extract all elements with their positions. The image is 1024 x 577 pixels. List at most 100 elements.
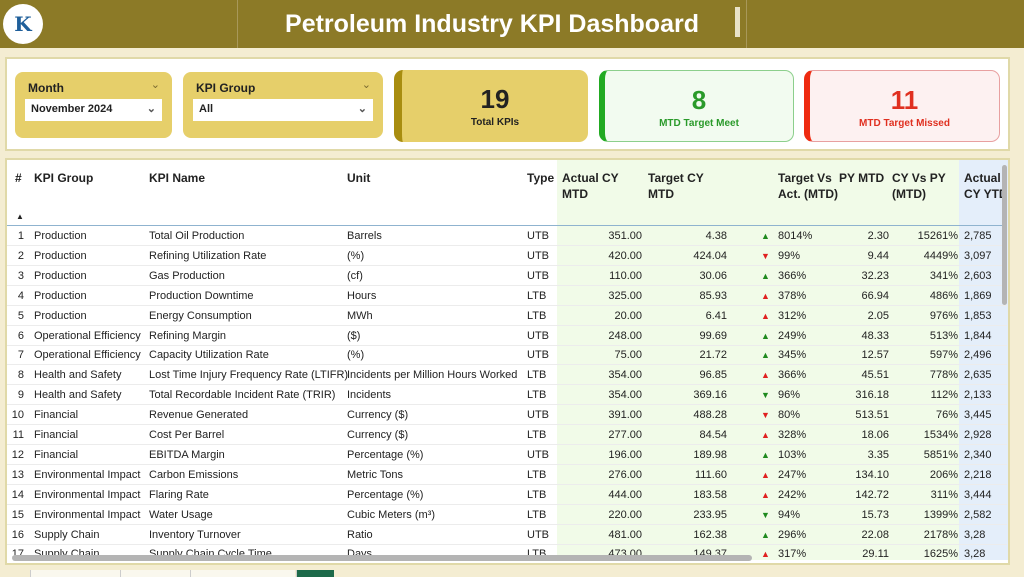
actual-cy-ytd: 3,097 xyxy=(964,249,992,262)
column-header[interactable]: Actual CY YTD xyxy=(964,171,1008,201)
target-vs-act: 249% xyxy=(778,329,807,342)
kpi-group-dropdown[interactable]: All ⌄ xyxy=(193,99,373,121)
arrow-up-icon: ▲ xyxy=(761,469,770,480)
page-tab[interactable] xyxy=(120,570,190,577)
column-header[interactable]: Actual CY MTD xyxy=(562,171,619,201)
target-cy-mtd: 369.16 xyxy=(693,389,727,402)
table-row[interactable]: 11 Financial Cost Per Barrel Currency ($) LT… xyxy=(7,425,1007,445)
column-header[interactable]: KPI Name xyxy=(149,171,206,185)
kpi-name: Refining Utilization Rate xyxy=(149,249,267,262)
kpi-group: Environmental Impact xyxy=(34,488,141,501)
kpi-name: Total Oil Production xyxy=(149,230,245,242)
arrow-up-icon: ▲ xyxy=(761,449,770,460)
kpi-group: Supply Chain xyxy=(34,528,100,541)
target-vs-act: 366% xyxy=(778,369,807,382)
column-header[interactable]: # xyxy=(15,171,22,185)
row-number: 10 xyxy=(11,409,24,422)
cy-vs-py: 1399% xyxy=(923,508,958,521)
cy-vs-py: 341% xyxy=(929,269,958,282)
page-tab[interactable] xyxy=(30,570,120,577)
column-header[interactable]: Unit xyxy=(347,171,371,185)
target-cy-mtd: 183.58 xyxy=(693,488,727,501)
kpi-table: # KPI Group KPI Name Unit Type Actual CY MTD T… xyxy=(5,158,1010,565)
page-tab-active[interactable] xyxy=(296,570,334,577)
unit: Percentage (%) xyxy=(347,448,424,461)
vertical-scrollbar[interactable] xyxy=(1002,165,1007,305)
table-row[interactable]: 14 Environmental Impact Flaring Rate Percen… xyxy=(7,485,1007,505)
target-cy-mtd: 162.38 xyxy=(693,528,727,541)
table-row[interactable]: 12 Financial EBITDA Margin Percentage (%) UT… xyxy=(7,445,1007,465)
kpi-name: Total Recordable Incident Rate (TRIR) xyxy=(149,389,336,402)
kpi-group: Environmental Impact xyxy=(34,468,141,481)
py-mtd: 66.94 xyxy=(861,289,889,302)
table-row[interactable]: 10 Financial Revenue Generated Currency ($)… xyxy=(7,405,1007,426)
py-mtd: 18.06 xyxy=(861,429,889,441)
table-row[interactable]: 3 Production Gas Production (cf) UTB 110.00 3… xyxy=(7,266,1007,286)
unit: Incidents xyxy=(347,389,392,402)
py-mtd: 3.35 xyxy=(867,448,889,461)
cy-vs-py: 4449% xyxy=(923,249,958,262)
page-tab[interactable] xyxy=(190,570,295,577)
arrow-down-icon: ▼ xyxy=(761,390,770,401)
actual-cy-ytd: 2,635 xyxy=(964,369,992,382)
kpi-name: Lost Time Injury Frequency Rate (LTIFR) xyxy=(149,369,349,382)
table-row[interactable]: 9 Health and Safety Total Recordable Incid… xyxy=(7,385,1007,406)
type: UTB xyxy=(527,528,549,541)
column-header[interactable]: Target CY MTD xyxy=(648,171,704,201)
horizontal-scrollbar[interactable] xyxy=(12,555,752,561)
py-mtd: 15.73 xyxy=(861,508,889,521)
target-vs-act: 96% xyxy=(778,389,801,402)
month-label: Month xyxy=(28,81,64,95)
unit: ($) xyxy=(347,329,361,342)
month-dropdown[interactable]: November 2024 ⌄ xyxy=(25,99,162,121)
type: UTB xyxy=(527,269,549,282)
column-header[interactable]: PY MTD xyxy=(839,171,885,185)
target-cy-mtd: 84.54 xyxy=(699,429,727,441)
arrow-up-icon: ▲ xyxy=(761,310,770,321)
table-row[interactable]: 16 Supply Chain Inventory Turnover Ratio UTB… xyxy=(7,525,1007,545)
kpi-name: Water Usage xyxy=(149,508,213,521)
total-kpis-card: 19 Total KPIs xyxy=(394,70,588,142)
table-row[interactable]: 7 Operational Efficiency Capacity Utilizat… xyxy=(7,345,1007,366)
kpi-group-slicer: KPI Group ⌄ All ⌄ xyxy=(183,72,383,138)
table-row[interactable]: 13 Environmental Impact Carbon Emissions Me… xyxy=(7,465,1007,485)
unit: Percentage (%) xyxy=(347,488,424,501)
table-row[interactable]: 15 Environmental Impact Water Usage Cubic M… xyxy=(7,505,1007,525)
column-header[interactable]: KPI Group xyxy=(34,171,94,185)
column-header[interactable]: Target Vs Act. (MTD) xyxy=(778,171,838,201)
table-row[interactable]: 4 Production Production Downtime Hours LTB 32… xyxy=(7,286,1007,306)
column-header[interactable]: CY Vs PY (MTD) xyxy=(892,171,946,201)
kpi-group-value: All xyxy=(199,103,214,115)
unit: (cf) xyxy=(347,269,363,282)
py-mtd: 12.57 xyxy=(861,349,889,362)
kpi-name: Flaring Rate xyxy=(149,488,209,501)
arrow-up-icon: ▲ xyxy=(761,290,770,301)
mtd-column-band xyxy=(557,160,959,560)
py-mtd: 2.05 xyxy=(867,309,889,322)
actual-cy-mtd: 20.00 xyxy=(614,309,642,322)
cy-vs-py: 311% xyxy=(930,488,958,501)
chevron-down-icon[interactable]: ⌄ xyxy=(150,79,160,91)
row-number: 14 xyxy=(11,488,24,501)
cy-vs-py: 976% xyxy=(929,309,958,322)
chevron-down-icon[interactable]: ⌄ xyxy=(361,79,371,91)
cy-vs-py: 2178% xyxy=(923,528,958,541)
header-divider xyxy=(7,225,1007,226)
target-vs-act: 366% xyxy=(778,269,807,282)
sort-ascending-icon[interactable]: ▲ xyxy=(16,212,24,221)
actual-cy-mtd: 220.00 xyxy=(608,508,642,521)
table-row[interactable]: 2 Production Refining Utilization Rate (%)… xyxy=(7,246,1007,266)
table-row[interactable]: 1 Production Total Oil Production Barrels UT… xyxy=(7,226,1007,246)
cy-vs-py: 486% xyxy=(929,289,958,302)
kpi-group-label: KPI Group xyxy=(196,81,256,95)
table-row[interactable]: 6 Operational Efficiency Refining Margin (… xyxy=(7,326,1007,346)
table-row[interactable]: 8 Health and Safety Lost Time Injury Frequ… xyxy=(7,365,1007,386)
target-cy-mtd: 21.72 xyxy=(699,349,727,362)
type: LTB xyxy=(527,289,547,302)
cy-vs-py: 206% xyxy=(929,468,958,481)
kpi-group: Financial xyxy=(34,409,79,422)
column-header[interactable]: Type xyxy=(527,171,555,185)
row-number: 4 xyxy=(17,289,24,302)
table-row[interactable]: 5 Production Energy Consumption MWh LTB 20.00… xyxy=(7,306,1007,326)
actual-cy-ytd: 2,603 xyxy=(964,269,992,282)
